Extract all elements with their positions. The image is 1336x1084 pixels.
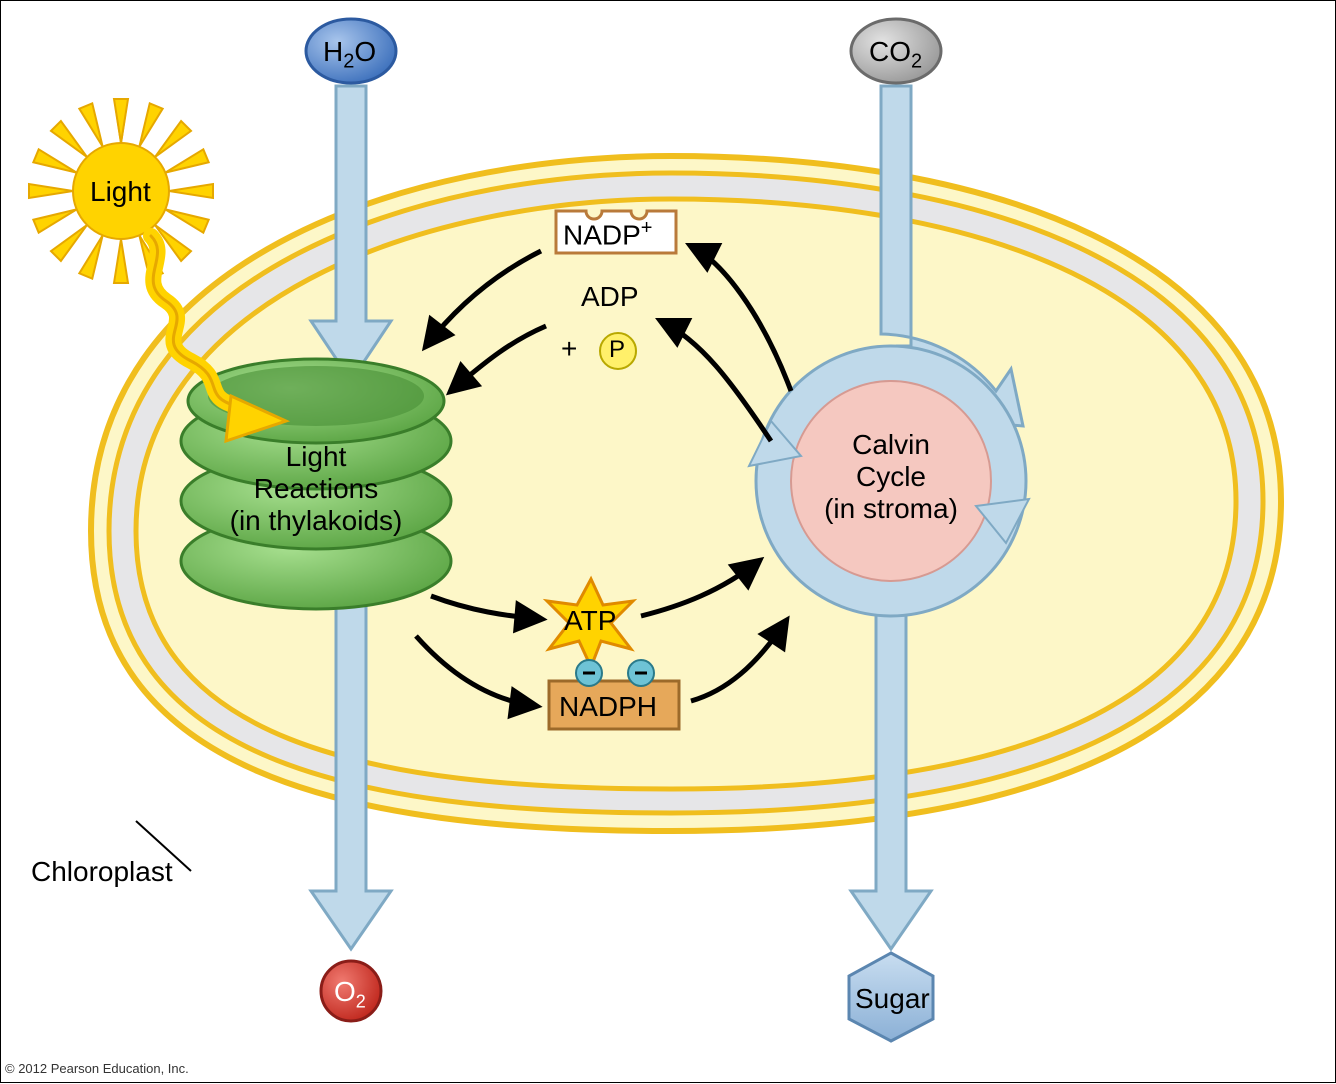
sugar-label: Sugar <box>855 983 930 1015</box>
p-label: P <box>609 336 625 364</box>
light-label: Light <box>90 176 151 208</box>
adp-label: ADP <box>581 281 639 313</box>
copyright-text: © 2012 Pearson Education, Inc. <box>5 1061 189 1076</box>
nadp-label: NADP+ <box>563 217 652 251</box>
diagram-frame: H2O CO2 Light Light Reactions (in thylak… <box>0 0 1336 1083</box>
plus-label: + <box>561 333 577 365</box>
calvin-cycle-label: Calvin Cycle (in stroma) <box>816 429 966 525</box>
co2-label: CO2 <box>869 36 922 74</box>
nadph-label: NADPH <box>559 691 657 723</box>
chloroplast-label: Chloroplast <box>31 856 173 888</box>
h2o-label: H2O <box>323 36 376 74</box>
o2-label: O2 <box>334 976 366 1013</box>
light-reactions-label: Light Reactions (in thylakoids) <box>226 441 406 537</box>
diagram-svg <box>1 1 1336 1084</box>
atp-label: ATP <box>564 605 616 637</box>
